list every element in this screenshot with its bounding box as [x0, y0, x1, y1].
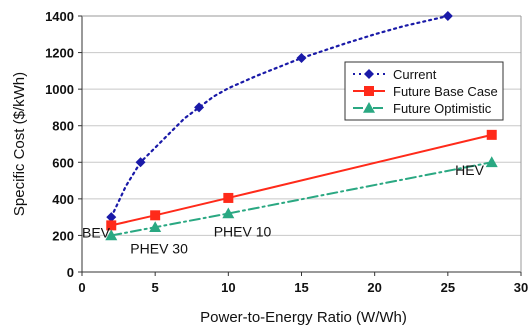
data-point-current [194, 102, 205, 113]
legend-marker-current [364, 69, 374, 79]
data-point-future-base-case [486, 129, 497, 140]
y-tick-label: 600 [52, 155, 74, 170]
y-tick-label: 800 [52, 119, 74, 134]
data-point-future-base-case [106, 220, 117, 231]
x-tick-label: 25 [441, 280, 455, 295]
annotation-label: BEV [82, 224, 111, 240]
x-tick-label: 15 [294, 280, 308, 295]
y-tick-label: 1000 [45, 82, 74, 97]
annotation-label: PHEV 10 [214, 223, 272, 239]
series-line-future-optimistic [110, 161, 493, 237]
data-point-future-optimistic [105, 229, 118, 241]
x-tick-label: 0 [78, 280, 85, 295]
y-tick-label: 0 [67, 265, 74, 280]
x-axis-title: Power-to-Energy Ratio (W/Wh) [200, 309, 407, 326]
annotation-label: PHEV 30 [130, 241, 188, 257]
data-point-future-optimistic [485, 156, 498, 168]
y-tick-label: 200 [52, 228, 74, 243]
y-tick-label: 1200 [45, 46, 74, 61]
legend-label-future-base-case: Future Base Case [393, 84, 498, 99]
data-point-current [442, 11, 453, 21]
data-point-future-base-case [223, 192, 234, 203]
y-tick-label: 1400 [45, 9, 74, 24]
annotation-label: HEV [455, 162, 484, 178]
y-tick-label: 400 [52, 192, 74, 207]
x-tick-label: 5 [152, 280, 159, 295]
x-tick-label: 10 [221, 280, 235, 295]
legend-label-future-optimistic: Future Optimistic [393, 101, 492, 116]
y-axis-title: Specific Cost ($/kWh) [11, 72, 28, 216]
legend-label-current: Current [393, 67, 437, 82]
data-point-current [296, 53, 307, 64]
data-point-future-base-case [150, 210, 161, 221]
data-point-future-optimistic [149, 221, 162, 232]
x-tick-label: 20 [367, 280, 381, 295]
data-point-future-optimistic [222, 207, 235, 219]
series-line-future-base-case [110, 133, 493, 227]
data-point-current [106, 212, 117, 223]
legend-marker-future-base-case [364, 86, 374, 96]
data-point-current [135, 157, 146, 168]
series-line-current [110, 14, 449, 219]
legend-marker-future-optimistic [363, 102, 375, 113]
x-tick-label: 30 [514, 280, 528, 295]
